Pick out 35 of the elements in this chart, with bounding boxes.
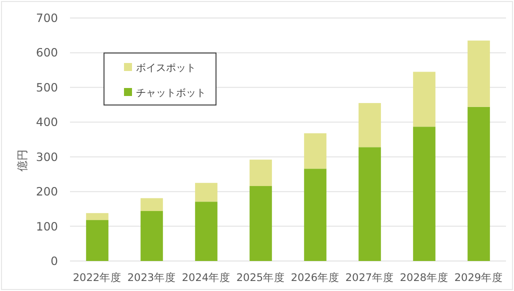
y-tick-label: 700	[36, 11, 58, 25]
legend-label: チャットボット	[136, 88, 206, 99]
bar	[250, 160, 272, 186]
x-tick-label: 2023年度	[127, 271, 176, 284]
bar	[358, 147, 381, 261]
bar	[86, 213, 108, 220]
bar	[250, 186, 272, 261]
x-tick-label: 2028年度	[400, 271, 449, 284]
bar	[304, 133, 326, 169]
x-tick-label: 2029年度	[454, 271, 504, 284]
bar	[86, 220, 108, 261]
x-tick-label: 2024年度	[182, 271, 231, 284]
bar	[140, 198, 163, 212]
x-tick-label: 2027年度	[345, 271, 394, 284]
bar	[413, 72, 436, 127]
y-tick-label: 0	[50, 254, 58, 268]
y-tick-label: 100	[36, 219, 58, 234]
bar	[358, 103, 381, 148]
bar	[413, 126, 436, 261]
bar	[140, 211, 163, 261]
y-axis-title: 億円	[16, 149, 29, 172]
y-tick-label: 500	[36, 80, 58, 94]
bar	[195, 202, 218, 261]
y-tick-label: 400	[36, 115, 58, 130]
y-tick-label: 300	[36, 150, 58, 164]
y-tick-label: 600	[36, 46, 58, 60]
bar	[304, 168, 326, 261]
x-tick-label: 2026年度	[290, 271, 340, 284]
bar	[195, 182, 218, 202]
bar	[468, 40, 490, 107]
y-tick-label: 200	[36, 184, 58, 199]
bar	[468, 106, 490, 261]
x-tick-label: 2025年度	[236, 271, 286, 284]
x-tick-label: 2022年度	[72, 271, 122, 284]
legend-label: ボイスポット	[136, 63, 196, 74]
